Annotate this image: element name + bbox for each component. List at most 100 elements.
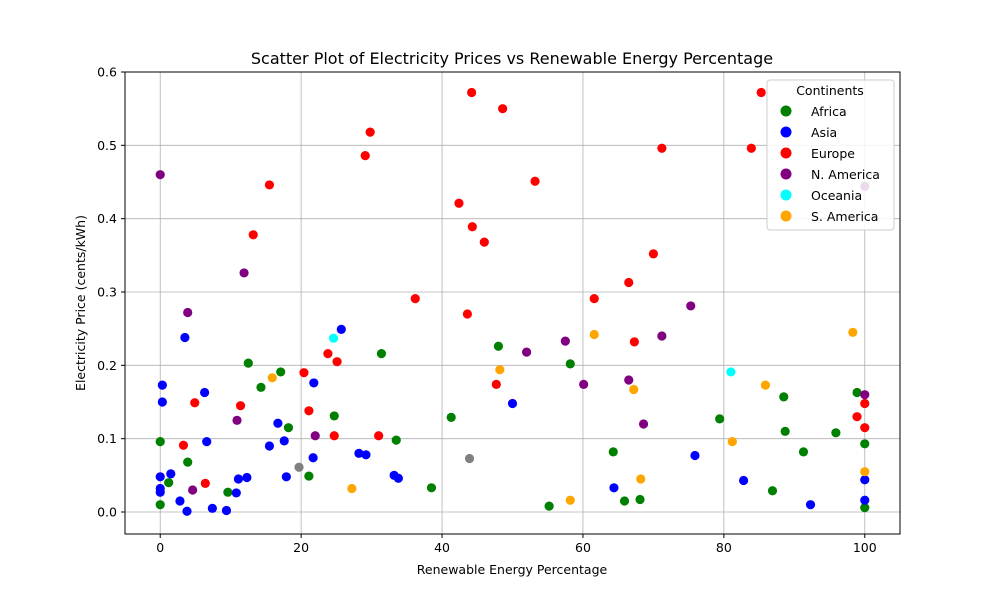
legend-label-n-america: N. America (811, 167, 880, 182)
x-tick-label: 60 (575, 540, 591, 555)
data-point-s-america (760, 380, 771, 390)
data-point-asia (309, 378, 319, 388)
axis-ticks: 0 20 40 60 80 100 0.0 0.1 0.2 0.3 0.4 0.5 0.6 (97, 65, 877, 556)
data-point-n-america (624, 375, 634, 385)
legend-marker-s-america (780, 210, 792, 222)
data-point-africa (635, 494, 645, 505)
data-point-africa (223, 487, 233, 497)
data-point-n-america (560, 336, 570, 346)
data-point-oceania (726, 367, 736, 377)
data-point-africa (256, 382, 266, 392)
data-point-asia (507, 398, 518, 409)
data-point-s-america (848, 327, 858, 337)
data-point-africa (544, 501, 554, 511)
data-point-n-america (638, 419, 649, 429)
data-points (155, 87, 870, 516)
data-point-africa (565, 359, 575, 369)
data-point-s-america (347, 483, 357, 494)
data-point-asia (860, 495, 870, 505)
data-point-europe (264, 180, 275, 190)
data-point-asia (157, 380, 167, 390)
data-point-africa (493, 341, 504, 351)
data-point-africa (608, 447, 618, 457)
data-point-africa (426, 483, 437, 493)
data-point-asia (233, 474, 244, 484)
legend-marker-africa (780, 105, 792, 117)
data-point-europe (852, 412, 862, 422)
data-point-africa (715, 414, 725, 424)
data-point-asia (690, 450, 700, 461)
data-point-asia (354, 448, 364, 458)
legend-label-asia: Asia (811, 125, 837, 140)
data-point-europe (299, 368, 309, 378)
data-point-n-america (155, 170, 165, 180)
plot-frame (124, 71, 901, 535)
data-point-asia (361, 450, 371, 460)
data-point-asia (609, 483, 619, 493)
data-point-africa (183, 457, 193, 467)
x-tick-label: 20 (293, 540, 309, 555)
data-point-europe (365, 127, 375, 137)
data-point-asia (308, 453, 318, 463)
data-point-africa (852, 387, 862, 398)
data-point-s-america (629, 384, 639, 395)
data-point-s-america (589, 329, 599, 340)
data-point-europe (860, 423, 870, 433)
data-point-africa (283, 423, 294, 433)
data-point-s-america (727, 437, 737, 447)
legend-items: Africa Asia Europe N. America Oceania S. Amer… (780, 104, 880, 224)
data-point-europe (498, 104, 508, 114)
x-tick-label: 100 (853, 540, 877, 555)
data-point-africa (304, 471, 314, 481)
legend-marker-n-america (780, 168, 792, 180)
data-point-n-america (521, 347, 532, 357)
data-point-europe (589, 294, 599, 304)
data-point-europe (410, 294, 420, 304)
data-point-s-america (860, 467, 870, 477)
data-point-europe (200, 478, 210, 488)
legend-box (766, 79, 895, 231)
data-point-asia (175, 496, 185, 506)
data-point-africa (391, 435, 401, 445)
legend-label-s-america: S. America (811, 209, 878, 224)
data-point-europe (657, 143, 667, 153)
data-point-asia (180, 332, 190, 343)
data-point-europe (648, 249, 659, 259)
data-point-n-america (579, 379, 589, 389)
data-point-s-america (565, 495, 575, 505)
data-point-asia (182, 506, 192, 516)
data-point-africa (831, 428, 841, 438)
data-point-oceania (328, 333, 339, 343)
data-point-africa (860, 439, 870, 449)
y-axis-label: Electricity Price (cents/kWh) (73, 215, 88, 391)
data-point-europe (360, 151, 370, 161)
data-point-europe (746, 143, 756, 153)
y-tick-label: 0.1 (97, 431, 117, 446)
data-point-africa (798, 447, 809, 457)
data-point-asia (221, 505, 232, 516)
data-point-n-america (239, 268, 249, 278)
data-point-asia (155, 487, 165, 497)
y-tick-label: 0.6 (97, 65, 117, 80)
data-point-europe (462, 309, 473, 319)
data-point-africa (329, 411, 339, 421)
data-point-africa (376, 349, 387, 359)
x-tick-label: 40 (434, 540, 450, 555)
data-point-asia (155, 472, 165, 482)
data-point-s-america (636, 474, 646, 484)
x-tick-label: 80 (716, 540, 732, 555)
data-point-europe (467, 222, 477, 232)
data-point-europe (178, 440, 189, 450)
data-point-africa (860, 503, 870, 513)
data-point-asia (157, 397, 167, 407)
y-tick-label: 0.0 (97, 505, 117, 520)
data-point-africa (780, 426, 790, 436)
data-point-europe (332, 357, 342, 367)
data-point-europe (624, 277, 634, 288)
data-point-n-america (188, 485, 198, 495)
data-point-africa (446, 412, 456, 422)
data-point-europe (329, 431, 339, 441)
legend-marker-oceania (780, 189, 792, 201)
data-point-europe (248, 230, 258, 240)
